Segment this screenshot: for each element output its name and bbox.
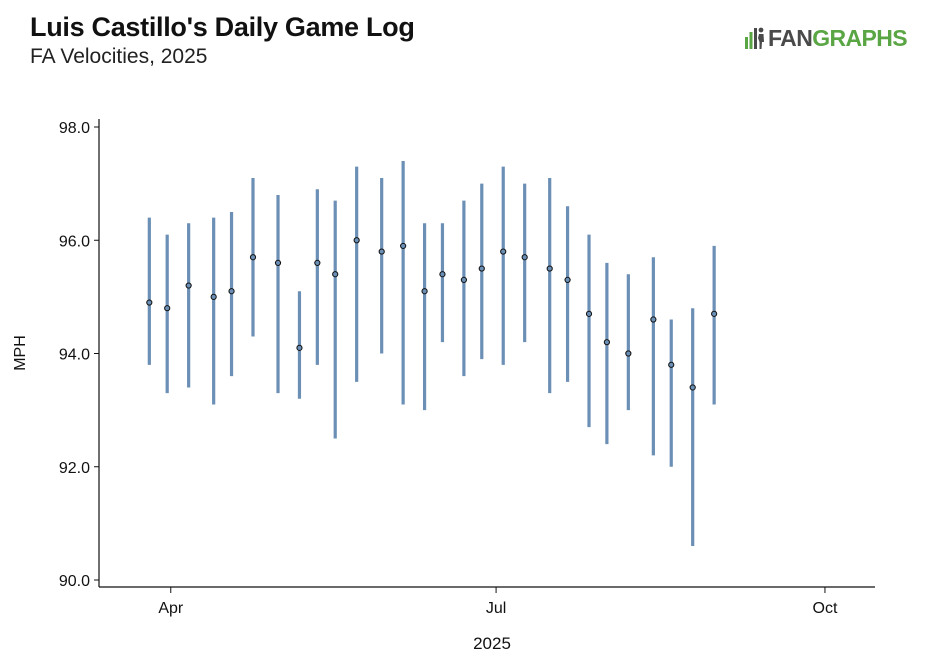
average-velocity-point [650,316,657,323]
chart-title: Luis Castillo's Daily Game Log [30,12,415,42]
chart-subtitle: FA Velocities, 2025 [30,45,208,68]
average-velocity-point [603,339,610,346]
average-velocity-point [460,276,468,283]
y-tick-label: 90.0 [59,573,90,590]
axes: 90.0 92.0 94.0 96.0 98.0 Apr Jul Oct [59,119,875,617]
fangraphs-logo-text: FANGRAPHS [768,24,908,51]
average-velocity-point [439,271,446,278]
average-velocity-point [164,305,171,312]
average-velocity-point [421,288,428,295]
average-velocity-point [185,282,192,289]
average-velocity-point [296,344,303,351]
x-tick-label: Jul [486,600,506,617]
y-axis-label: MPH [12,335,29,371]
average-velocity-point [478,265,485,272]
average-velocity-point [400,242,407,250]
average-velocity-point [146,299,153,306]
average-velocity-point [521,254,528,261]
logo-graphs-text: GRAPHS [812,24,908,51]
y-tick-label: 94.0 [59,347,90,364]
x-axis-label: 2025 [473,634,511,653]
average-velocity-point [711,310,718,317]
average-points [146,237,718,391]
y-tick-label: 98.0 [59,120,90,137]
fangraphs-logo[interactable]: FANGRAPHS [744,24,908,52]
y-tick-label: 96.0 [59,233,90,250]
average-velocity-point [668,361,675,368]
average-velocity-point [249,254,257,261]
average-velocity-point [625,350,632,357]
fangraphs-logo-icon [744,26,766,50]
x-tick-label: Apr [158,600,184,617]
average-velocity-point [274,259,282,266]
average-velocity-point [210,293,217,300]
average-velocity-point [585,310,593,317]
average-velocity-point [314,259,321,266]
average-velocity-point [689,384,696,391]
logo-fan-text: FAN [768,24,813,51]
average-velocity-point [378,248,385,255]
average-velocity-point [546,265,553,272]
average-velocity-point [228,288,235,295]
average-velocity-point [500,248,507,255]
x-tick-label: Oct [813,600,838,617]
average-velocity-point [332,271,339,278]
average-velocity-point [564,276,571,283]
range-bars [147,160,716,547]
average-velocity-point [353,237,360,244]
y-tick-label: 92.0 [59,460,90,477]
